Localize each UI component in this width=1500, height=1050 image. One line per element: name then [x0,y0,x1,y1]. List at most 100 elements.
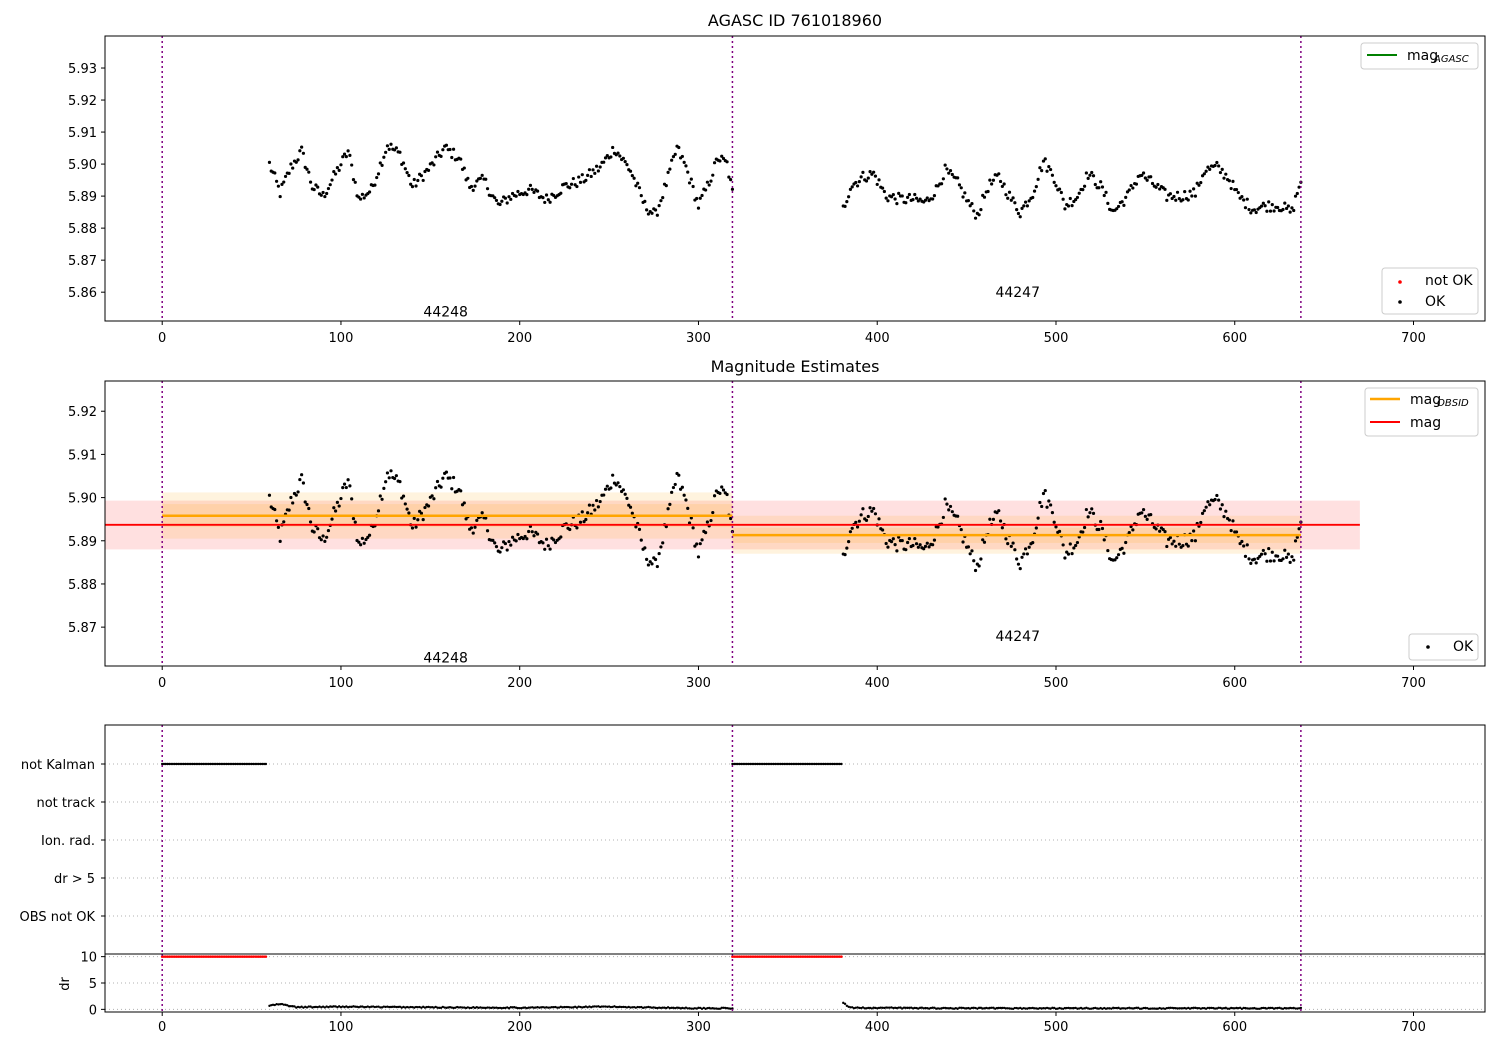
panel2-ok-point [1040,504,1044,509]
dr-point [522,1006,525,1009]
dr-capped-point [734,955,738,958]
panel2-ok-point [498,550,502,554]
panel2-ok-point [503,541,508,546]
flag-point [207,762,210,766]
dr-point [307,1005,310,1008]
dr-point [1192,1006,1195,1010]
dr-point [445,1006,448,1010]
panel1-ok-point [291,166,295,170]
dr-point [961,1006,965,1010]
panel1-ok-point [308,180,313,184]
panel1-xtick-label: 0 [158,331,166,346]
panel1-ok-point [943,163,947,167]
panel1-ok-point [1267,200,1271,204]
panel2-ok-point [630,511,634,515]
flag-point [802,762,806,766]
dr-point [518,1006,521,1010]
panel1-ok-point [931,197,935,201]
dr-point [543,1006,546,1009]
flag-point [219,762,223,766]
panel2-ok-point [1082,525,1087,530]
panel2-ok-point [671,485,676,490]
panel1-ok-point [1068,196,1072,201]
dr-point [384,1005,387,1009]
flag-point [809,762,813,766]
dr-point [355,1005,359,1009]
panel2-ok-point [1270,550,1274,554]
dr-capped-point [797,955,800,958]
panel2-ok-point [1208,503,1212,507]
dr-capped-point [836,955,840,958]
dr-point [541,1005,545,1009]
panel1-xtick-label: 400 [865,331,890,346]
panel1-ok-point [389,142,393,146]
panel1-ok-point [1016,211,1021,216]
dr-point [615,1005,618,1009]
dr-point [1137,1006,1140,1010]
panel2-ok-point [646,563,651,567]
panel1-ok-point [1031,195,1035,200]
panel2-ok-point [1174,544,1178,548]
dr-point [1256,1007,1260,1010]
panel1-xtick-label: 700 [1401,331,1426,346]
panel2-ok-point [918,543,922,547]
flag-row-label: not Kalman [21,758,95,773]
dr-point [924,1006,927,1010]
flag-point [741,762,745,766]
dr-capped-point [808,955,811,958]
panel2-ok-point [859,513,863,517]
panel1-ok-point [680,154,684,159]
dr-point [702,1006,706,1010]
dr-capped-point [732,955,736,958]
panel2-ytick-label: 5.88 [68,578,97,593]
dr-point [843,1002,847,1006]
panel2-ok-point [462,501,466,505]
dr-point [868,1006,872,1010]
dr-point [500,1007,504,1010]
flag-point [246,762,250,766]
panel1-ok-point [373,183,377,187]
panel1-ok-point [1268,209,1273,213]
flag-point [838,762,841,766]
panel2-ok-point [1122,551,1126,555]
dr-capped-point [738,955,741,958]
dr-capped-point [255,955,259,958]
panel2-ok-point [1057,529,1062,533]
panel1-ok-point [387,147,391,152]
dr-point [1179,1007,1183,1010]
dr-point [922,1007,925,1010]
panel2-ok-point [376,509,381,513]
dr-point [892,1006,895,1010]
panel1-ok-point [300,145,304,149]
dr-point [1110,1007,1113,1010]
dr-point [1242,1006,1245,1010]
flag-point [173,762,176,766]
panel1-ok-point [571,176,575,181]
panel2-ok-point [1238,541,1242,546]
dr-point [888,1006,891,1009]
flag-point [763,762,766,766]
panel2-ok-point [637,527,642,531]
panel1-ok-point [1040,169,1044,173]
flag-point [831,762,834,766]
flag-point [227,762,230,766]
panel1-ok-point [957,183,962,187]
dr-point [1160,1007,1163,1010]
dr-point [1181,1007,1185,1010]
flag-point [257,762,260,766]
panel2-ok-point [1193,539,1198,543]
panel1-ok-point [328,183,332,187]
panel2-ok-point [330,517,334,521]
panel2-ok-point [1161,527,1165,532]
flag-point [759,762,763,766]
dr-point [1024,1007,1027,1010]
panel2-ok-point [1115,556,1119,560]
panel2-ok-point [704,531,708,535]
dr-point [443,1006,446,1009]
dr-point [348,1005,352,1009]
panel2-ok-point [721,488,726,492]
panel2-ytick-label: 5.87 [68,621,97,636]
panel1-ok-point [1090,170,1094,175]
dr-point [477,1006,480,1010]
panel2-ok-point [416,518,420,522]
